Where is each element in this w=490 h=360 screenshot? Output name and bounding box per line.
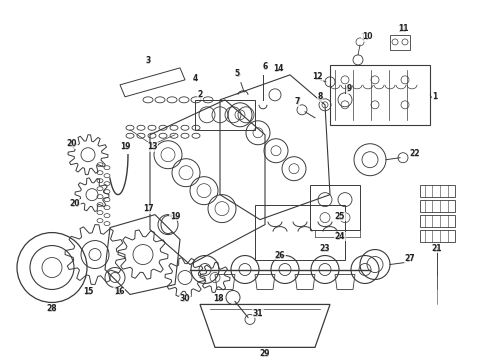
Text: 19: 19 bbox=[170, 212, 180, 221]
Text: 19: 19 bbox=[120, 143, 130, 152]
Text: 22: 22 bbox=[410, 149, 420, 158]
Text: 15: 15 bbox=[83, 288, 93, 297]
Text: 17: 17 bbox=[143, 204, 153, 213]
Text: 3: 3 bbox=[146, 57, 150, 66]
Text: 1: 1 bbox=[432, 92, 438, 101]
Text: 20: 20 bbox=[67, 139, 77, 148]
Text: 6: 6 bbox=[263, 63, 268, 72]
Text: 2: 2 bbox=[197, 91, 202, 100]
Text: 17: 17 bbox=[143, 205, 153, 214]
Text: 10: 10 bbox=[362, 32, 372, 41]
Text: 23: 23 bbox=[320, 244, 330, 253]
Text: 7: 7 bbox=[294, 97, 300, 106]
Text: 11: 11 bbox=[398, 24, 408, 33]
Text: 25: 25 bbox=[335, 212, 345, 221]
Bar bbox=[420, 200, 455, 212]
Bar bbox=[310, 185, 360, 230]
Bar bbox=[420, 185, 455, 197]
Text: 24: 24 bbox=[335, 232, 345, 241]
Bar bbox=[420, 215, 455, 226]
Text: 21: 21 bbox=[432, 245, 442, 254]
Text: 7: 7 bbox=[295, 98, 300, 107]
Text: 20: 20 bbox=[70, 199, 80, 208]
Text: 11: 11 bbox=[397, 26, 407, 35]
Text: 16: 16 bbox=[114, 287, 124, 296]
Text: 5: 5 bbox=[234, 69, 240, 78]
Text: 3: 3 bbox=[146, 57, 150, 66]
Bar bbox=[195, 100, 255, 130]
Text: 13: 13 bbox=[147, 143, 157, 152]
Text: 12: 12 bbox=[313, 73, 323, 82]
Text: 12: 12 bbox=[312, 72, 322, 81]
Text: 22: 22 bbox=[410, 150, 420, 159]
Text: 10: 10 bbox=[360, 33, 370, 42]
Text: 1: 1 bbox=[433, 93, 438, 102]
Text: 15: 15 bbox=[83, 287, 93, 296]
Text: 27: 27 bbox=[405, 254, 416, 263]
Text: 23: 23 bbox=[320, 245, 330, 254]
Text: 29: 29 bbox=[260, 350, 270, 359]
Text: 27: 27 bbox=[405, 255, 415, 264]
Text: 25: 25 bbox=[335, 213, 345, 222]
Text: 30: 30 bbox=[180, 294, 190, 303]
Text: 19: 19 bbox=[120, 142, 130, 151]
Bar bbox=[330, 65, 430, 125]
Text: 20: 20 bbox=[70, 200, 80, 209]
Bar bbox=[390, 35, 410, 50]
Text: 4: 4 bbox=[193, 75, 197, 84]
Text: 2: 2 bbox=[197, 90, 203, 99]
Text: 18: 18 bbox=[213, 294, 223, 303]
Text: 26: 26 bbox=[275, 252, 285, 261]
Text: 24: 24 bbox=[335, 233, 345, 242]
Text: 19: 19 bbox=[170, 213, 180, 222]
Text: 14: 14 bbox=[273, 64, 283, 73]
Text: 8: 8 bbox=[318, 93, 322, 102]
Bar bbox=[420, 230, 455, 242]
Text: 31: 31 bbox=[253, 310, 263, 319]
Text: 9: 9 bbox=[345, 85, 350, 94]
Text: 20: 20 bbox=[67, 140, 77, 149]
Text: 9: 9 bbox=[346, 84, 352, 93]
Text: 16: 16 bbox=[113, 288, 123, 297]
Text: 14: 14 bbox=[273, 66, 283, 75]
Text: 18: 18 bbox=[213, 295, 223, 304]
Text: 30: 30 bbox=[180, 295, 190, 304]
Text: 28: 28 bbox=[47, 304, 57, 313]
Text: 29: 29 bbox=[260, 349, 270, 358]
Text: 5: 5 bbox=[236, 70, 241, 79]
Text: 8: 8 bbox=[318, 92, 323, 101]
Text: 6: 6 bbox=[262, 62, 268, 71]
Text: 4: 4 bbox=[193, 75, 197, 84]
Bar bbox=[255, 204, 345, 260]
Text: 28: 28 bbox=[47, 305, 57, 314]
Text: 21: 21 bbox=[432, 244, 442, 253]
Text: 13: 13 bbox=[147, 142, 157, 151]
Text: 26: 26 bbox=[275, 251, 285, 260]
Text: 31: 31 bbox=[253, 309, 263, 318]
